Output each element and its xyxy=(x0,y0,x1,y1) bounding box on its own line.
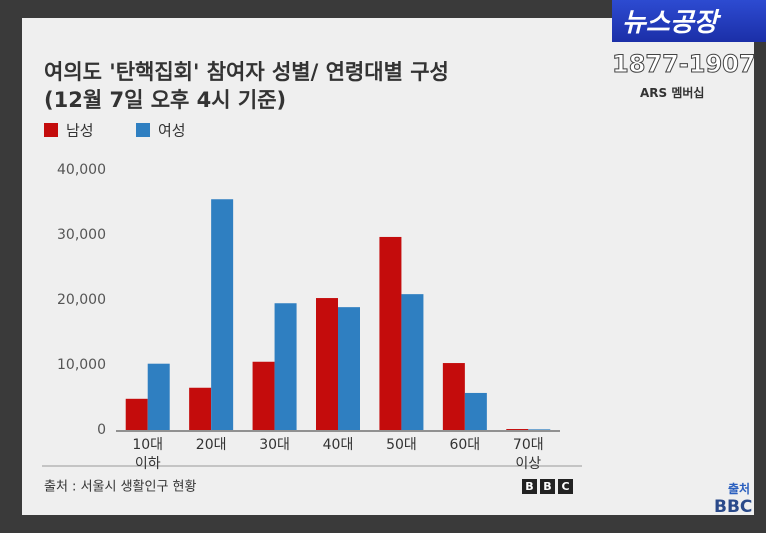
phone-number: 1877-1907 xyxy=(612,50,757,79)
source-text: 출처 : 서울시 생활인구 현황 xyxy=(44,480,197,495)
logo-box xyxy=(540,479,555,494)
y-tick-label: 40,000 xyxy=(57,162,106,178)
chart-title: 여의도 '탄핵집회' 참여자 성별/ 연령대별 구성 xyxy=(44,60,449,84)
bar xyxy=(189,387,212,430)
bar xyxy=(442,363,465,430)
bar xyxy=(316,298,338,430)
y-tick-label: 20,000 xyxy=(57,292,106,308)
x-tick-label: 40대 xyxy=(322,437,354,453)
source-label: 출처 xyxy=(728,482,751,496)
x-tick-label: 20대 xyxy=(195,437,227,453)
y-tick-label: 10,000 xyxy=(57,357,106,373)
logo-letter: B xyxy=(543,480,551,493)
legend-label: 남성 xyxy=(66,122,94,140)
bar xyxy=(147,363,170,430)
bar xyxy=(379,236,402,430)
x-tick-label: 60대 xyxy=(449,437,481,453)
banner-text: 뉴스공장 xyxy=(622,8,718,38)
legend-swatch xyxy=(44,123,58,137)
logo-box xyxy=(558,479,573,494)
bar xyxy=(528,429,551,430)
bar xyxy=(506,429,529,430)
y-tick-label: 30,000 xyxy=(57,227,106,243)
logo-letter: C xyxy=(561,480,569,493)
x-tick-label: 70대 이상 xyxy=(512,437,544,472)
logo-box xyxy=(522,479,537,494)
legend-swatch xyxy=(136,123,150,137)
ars-text: ARS 멤버십 xyxy=(640,86,705,100)
chart-subtitle: (12월 7일 오후 4시 기준) xyxy=(44,88,286,112)
x-tick-label: 50대 xyxy=(386,437,417,453)
y-tick-label: 0 xyxy=(97,422,106,438)
bar xyxy=(252,361,275,430)
x-tick-label: 30대 xyxy=(259,437,290,453)
bar xyxy=(211,199,234,430)
bar xyxy=(274,303,297,430)
bar xyxy=(464,392,487,430)
legend-label: 여성 xyxy=(158,122,186,140)
bar xyxy=(338,307,360,430)
banner xyxy=(612,0,766,42)
bar xyxy=(401,294,424,430)
logo-letter: B xyxy=(525,480,533,493)
source-name: BBC xyxy=(714,497,753,517)
x-tick-label: 10대 이하 xyxy=(132,437,164,472)
bar xyxy=(125,398,148,430)
